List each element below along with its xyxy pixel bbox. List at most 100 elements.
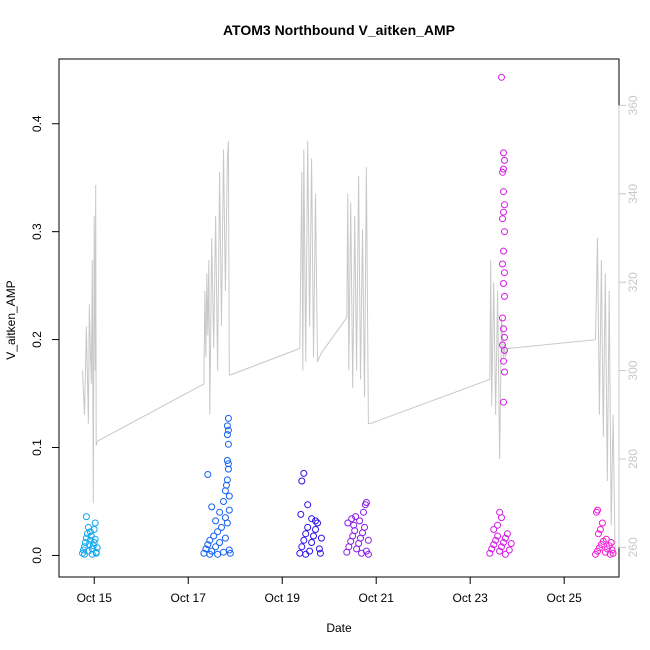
x-tick-label: Oct 15 (77, 591, 113, 605)
data-point (606, 550, 614, 558)
data-point (208, 503, 216, 511)
scatter-series (79, 513, 101, 558)
data-point (505, 546, 513, 554)
data-point (499, 215, 506, 223)
data-point (490, 541, 498, 549)
chart-title: ATOM3 Northbound V_aitken_AMP (223, 22, 455, 38)
y-tick-label: 0.0 (30, 547, 44, 564)
x-tick-label: Oct 21 (359, 591, 395, 605)
data-point (500, 165, 507, 173)
data-point (86, 536, 94, 544)
data-point (609, 549, 617, 557)
secondary-line-layer (82, 140, 616, 557)
data-point (500, 208, 507, 216)
data-point (223, 457, 231, 464)
data-point (224, 440, 232, 448)
data-point (500, 325, 507, 333)
data-point (503, 530, 511, 538)
data-point (501, 534, 509, 542)
secondary-line-segment (96, 140, 231, 442)
data-point (501, 269, 508, 277)
data-point (488, 545, 496, 553)
data-point (501, 156, 508, 164)
x-axis-title: Date (326, 621, 352, 635)
data-point (202, 545, 210, 553)
data-point (304, 523, 312, 531)
y-axis-title: V_aitken_AMP (4, 280, 18, 359)
data-point (216, 539, 224, 546)
data-point (91, 535, 99, 543)
y2-tick-label: 300 (626, 360, 640, 380)
data-point (220, 498, 227, 505)
data-point (501, 292, 508, 300)
data-point (492, 536, 500, 544)
data-point (297, 510, 305, 518)
data-point (225, 506, 233, 514)
data-point (500, 247, 507, 255)
secondary-line-segment (507, 237, 616, 557)
y2-tick-label: 340 (626, 183, 640, 203)
x-tick-label: Oct 23 (453, 591, 489, 605)
y-axis-right: 260 280 300 320 340 360 (618, 95, 640, 557)
scatter-series (592, 506, 617, 558)
scatter-series (343, 499, 372, 558)
scatter-points-layer (79, 73, 617, 558)
data-point (364, 536, 372, 544)
y-tick-label: 0.3 (30, 223, 44, 240)
x-tick-label: Oct 17 (171, 591, 207, 605)
data-point (490, 526, 498, 533)
data-point (594, 530, 602, 538)
data-point (204, 471, 212, 478)
data-point (499, 341, 506, 349)
data-point (88, 550, 96, 558)
data-point (224, 426, 232, 434)
data-point (500, 149, 507, 157)
data-point (302, 530, 310, 538)
data-point (596, 526, 604, 533)
secondary-line-segment (230, 140, 322, 376)
data-point (91, 519, 99, 527)
data-point (360, 508, 367, 516)
data-point (500, 280, 507, 287)
data-point (501, 550, 509, 558)
data-point (362, 499, 370, 506)
data-point (302, 550, 310, 558)
data-point (304, 501, 312, 509)
data-point (81, 550, 88, 558)
y2-tick-label: 260 (626, 537, 640, 557)
data-point (300, 469, 308, 477)
data-point (498, 514, 505, 522)
x-tick-label: Oct 19 (265, 591, 301, 605)
y2-tick-label: 280 (626, 449, 640, 469)
data-point (210, 532, 218, 540)
secondary-line-segment (370, 260, 508, 460)
data-point (501, 333, 508, 341)
data-point (223, 476, 231, 484)
data-point (308, 515, 316, 523)
data-point (498, 543, 505, 551)
data-point (90, 539, 98, 546)
data-point (216, 508, 224, 516)
data-point (315, 545, 323, 553)
data-point (204, 541, 212, 549)
data-point (364, 550, 372, 558)
data-point (312, 517, 319, 525)
data-point (501, 228, 508, 236)
data-point (594, 506, 601, 514)
y2-tick-label: 320 (626, 272, 640, 292)
data-point (494, 521, 502, 529)
y2-tick-label: 360 (626, 95, 640, 115)
data-point (314, 519, 321, 527)
data-point (225, 492, 233, 500)
data-point (598, 519, 606, 527)
data-point (500, 357, 507, 365)
data-point (501, 201, 508, 209)
data-point (92, 549, 100, 557)
data-point (86, 528, 94, 536)
data-point (308, 539, 316, 546)
data-point (312, 526, 319, 533)
data-point (90, 526, 98, 533)
data-point (206, 536, 214, 544)
